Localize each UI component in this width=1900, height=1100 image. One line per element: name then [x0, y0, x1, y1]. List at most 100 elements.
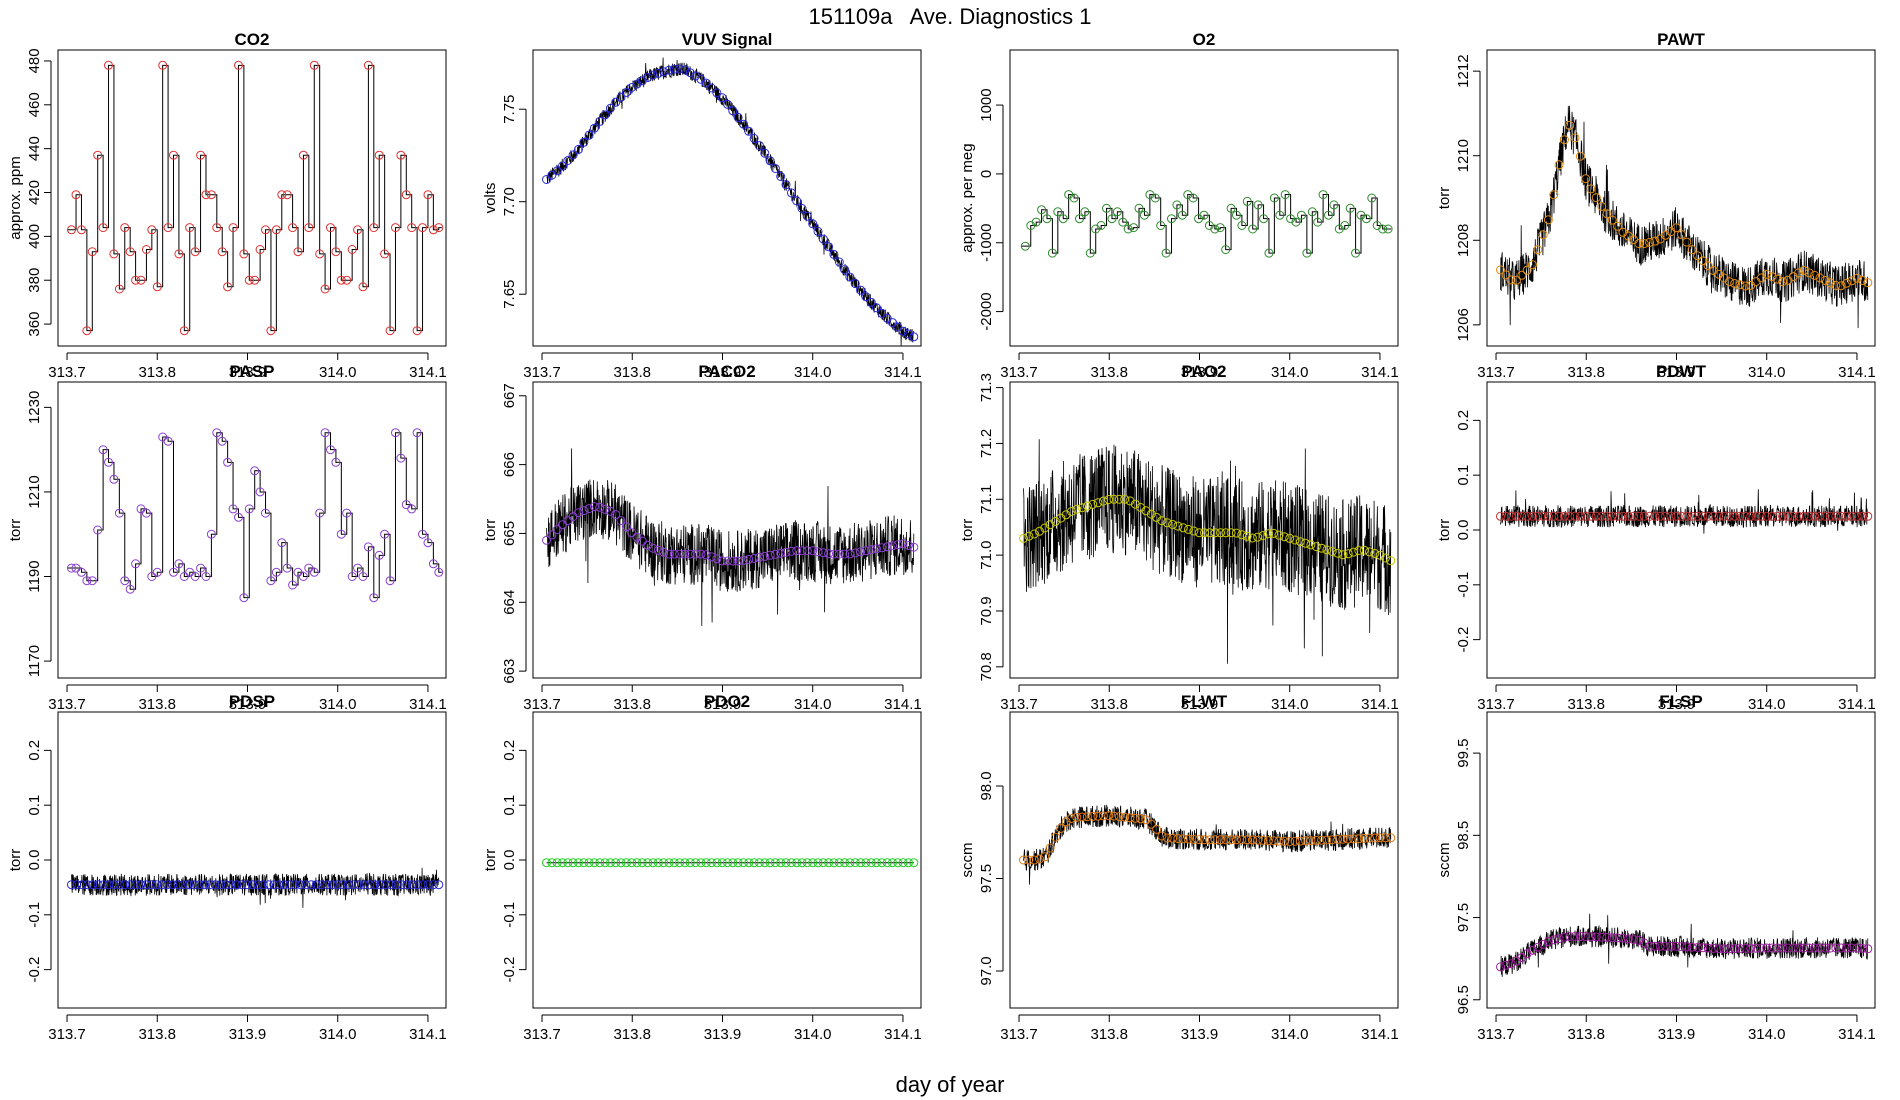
y-tick-label: 1170 [26, 645, 43, 677]
x-tick-label: 313.9 [704, 696, 742, 713]
panel-title: O2 [1193, 30, 1216, 49]
data-point [808, 858, 818, 868]
data-point [1549, 190, 1559, 200]
data-point [1538, 230, 1548, 240]
data-point [1730, 511, 1740, 521]
data-point [82, 326, 92, 336]
data-point [1687, 511, 1697, 521]
data-point [712, 88, 722, 98]
x-tick-label: 314.0 [1271, 364, 1309, 381]
data-point [754, 141, 764, 151]
data-point [342, 275, 352, 285]
y-tick-label: 380 [26, 268, 43, 293]
data-point [1597, 932, 1607, 942]
data-point [1189, 526, 1199, 536]
data-point [1836, 943, 1846, 953]
data-point [1719, 944, 1729, 954]
y-axis-label: torr [1436, 519, 1453, 542]
data-point [1340, 221, 1350, 230]
data-point [1194, 835, 1204, 845]
data-point [369, 593, 379, 603]
x-tick-label: 313.9 [1658, 364, 1696, 381]
data-point [1618, 511, 1628, 521]
data-point [1125, 813, 1135, 823]
data-point [152, 880, 162, 890]
data-point [1280, 190, 1290, 200]
x-tick-label: 313.8 [1567, 696, 1605, 713]
data-point [1031, 217, 1041, 227]
panel-co2: CO2 approx. ppm 313.7 313.8 313.9 314.0 314.1 3… [7, 30, 447, 381]
x-tick-label: 313.7 [1477, 1026, 1515, 1043]
data-point [353, 563, 363, 573]
data-point [130, 880, 140, 890]
data-point [1365, 833, 1374, 843]
x-tick-label: 314.1 [1838, 1026, 1876, 1043]
data-point [210, 880, 220, 890]
data-point [358, 572, 368, 581]
x-tick-label: 313.7 [523, 364, 561, 381]
data-point [1565, 511, 1575, 521]
data-point [872, 544, 881, 554]
data-point [882, 542, 892, 552]
y-tick-label: -0.2 [501, 957, 518, 983]
data-point [1125, 496, 1135, 506]
data-point [1613, 933, 1623, 943]
data-point [898, 539, 908, 549]
y-tick-label: 420 [26, 180, 43, 205]
data-point [1114, 812, 1124, 822]
data-point [898, 326, 908, 336]
data-point [1047, 248, 1057, 258]
data-point [98, 445, 108, 455]
x-tick-label: 313.8 [138, 1026, 176, 1043]
data-point [1311, 542, 1321, 552]
data-point [1693, 511, 1702, 521]
data-point [1517, 270, 1527, 280]
data-point [104, 457, 113, 467]
data-point [87, 247, 97, 257]
data-point [71, 190, 81, 200]
data-point [1184, 834, 1193, 844]
data-point [1666, 511, 1676, 521]
data-point [669, 858, 679, 868]
data-point [1506, 275, 1516, 285]
data-point [370, 880, 380, 890]
data-point [1549, 511, 1559, 521]
data-point [67, 563, 76, 573]
data-point [648, 543, 658, 553]
data-point [1575, 511, 1585, 521]
y-tick-label: 0.1 [26, 795, 43, 816]
data-point [1037, 205, 1047, 215]
data-point [1361, 214, 1371, 224]
data-point [728, 106, 738, 116]
data-point [1512, 275, 1521, 285]
data-point [547, 530, 557, 540]
y-axis-label: torr [482, 849, 499, 872]
raw-trace [1500, 105, 1869, 329]
data-point [739, 858, 748, 868]
data-point [114, 284, 124, 294]
panel-title: PAWT [1657, 30, 1705, 49]
data-point [1735, 944, 1745, 953]
x-tick-label: 313.9 [229, 1026, 267, 1043]
y-tick-label: -0.2 [26, 957, 43, 983]
data-point [250, 275, 260, 285]
data-point [1231, 528, 1241, 538]
data-point [131, 275, 141, 285]
data-point [707, 83, 716, 93]
data-point [621, 87, 631, 97]
data-point [840, 858, 850, 868]
data-point [315, 508, 325, 518]
data-point [1297, 210, 1306, 220]
data-point [1019, 533, 1028, 543]
data-point [1661, 511, 1670, 521]
data-point [261, 508, 270, 518]
data-point [375, 880, 385, 890]
data-point [627, 858, 637, 868]
data-point [563, 156, 573, 165]
data-point [1740, 281, 1750, 291]
data-point [1501, 270, 1511, 280]
data-point [179, 326, 189, 336]
y-axis-label: torr [7, 519, 24, 542]
y-tick-label: 0.2 [26, 740, 43, 761]
